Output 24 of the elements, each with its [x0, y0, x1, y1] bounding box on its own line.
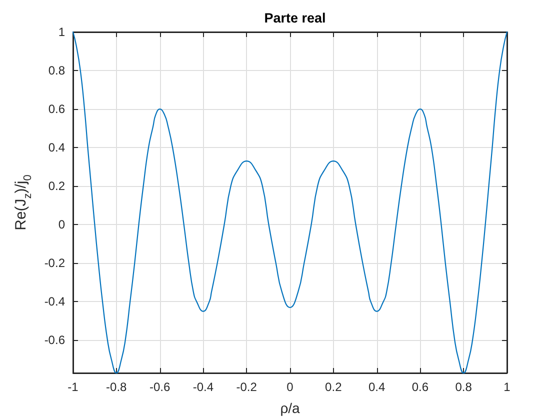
y-tick-label: 0: [58, 218, 66, 232]
x-tick-label: -0.8: [106, 380, 128, 394]
x-tick-label: 0.2: [325, 380, 342, 394]
y-axis-title: Re(Jz)/j0: [12, 174, 34, 230]
chart-title: Parte real: [264, 10, 326, 26]
y-tick-label: -0.6: [44, 333, 66, 348]
y-tick-label: 1: [58, 25, 66, 39]
x-tick-label: 0.4: [368, 380, 386, 394]
x-tick-label: 0.6: [412, 380, 429, 394]
y-tick-label: -0.4: [44, 294, 66, 309]
y-tick-label: 0.2: [48, 179, 66, 194]
y-tick-label: 0.4: [48, 140, 66, 155]
y-tick-label: -0.2: [44, 256, 66, 270]
y-tick-label: 0.8: [48, 64, 66, 78]
y-tick-label: 0.6: [48, 102, 66, 116]
x-tick-label: -0.4: [192, 380, 214, 394]
x-tick-label: -0.2: [236, 380, 258, 394]
x-axis-title: ρ/a: [280, 400, 300, 416]
line-series: [72, 31, 508, 374]
x-tick-label: 0.8: [455, 380, 472, 394]
x-tick-label: -0.6: [149, 380, 170, 394]
x-tick-label: 0: [286, 380, 294, 394]
x-tick-label: 1: [504, 380, 511, 394]
x-tick-label: -1: [68, 380, 79, 394]
